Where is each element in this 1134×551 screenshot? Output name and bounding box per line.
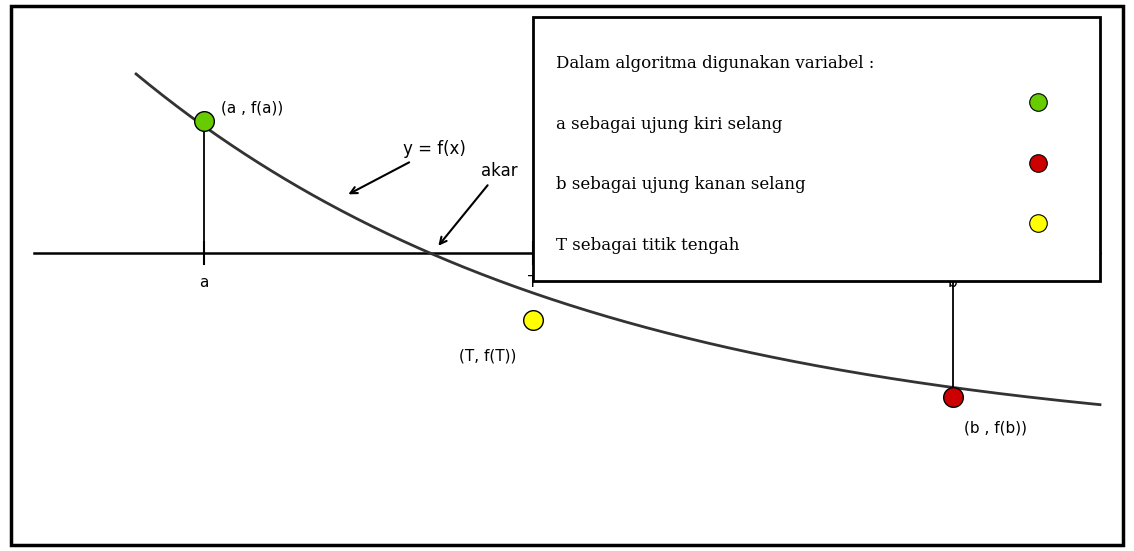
Text: Dalam algoritma digunakan variabel :: Dalam algoritma digunakan variabel : xyxy=(556,55,874,72)
Bar xyxy=(533,17,1100,281)
Text: T sebagai titik tengah: T sebagai titik tengah xyxy=(556,237,739,254)
Text: b: b xyxy=(948,274,957,289)
Point xyxy=(524,315,542,324)
Text: akar: akar xyxy=(440,163,517,244)
Point xyxy=(1029,219,1047,228)
Text: b sebagai ujung kanan selang: b sebagai ujung kanan selang xyxy=(556,176,805,193)
Text: (a , f(a)): (a , f(a)) xyxy=(221,101,284,116)
Text: (b , f(b)): (b , f(b)) xyxy=(964,420,1027,435)
Text: (T, f(T)): (T, f(T)) xyxy=(459,349,516,364)
Point xyxy=(1029,98,1047,106)
Text: y = f(x): y = f(x) xyxy=(350,141,465,193)
Point xyxy=(195,117,213,126)
Text: T: T xyxy=(528,274,538,289)
Point xyxy=(943,392,962,401)
Point xyxy=(1029,158,1047,167)
Text: a sebagai ujung kiri selang: a sebagai ujung kiri selang xyxy=(556,116,782,133)
Text: a: a xyxy=(200,274,209,289)
